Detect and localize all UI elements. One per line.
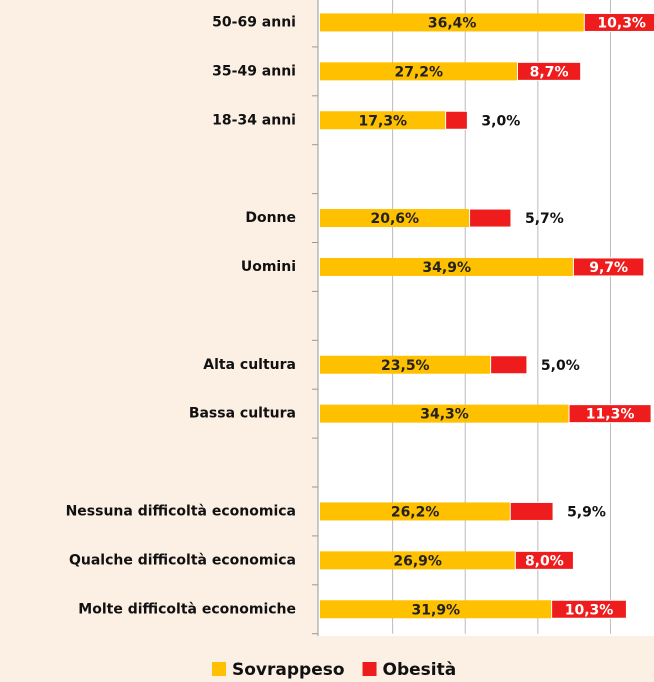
legend-swatch [212, 662, 226, 676]
bar-segment [320, 257, 574, 276]
bar-segment [320, 551, 516, 570]
bar-segment [551, 599, 627, 619]
category-label: Bassa cultura [189, 406, 296, 422]
category-label: 35-49 anni [212, 63, 296, 79]
bar-segment [320, 62, 518, 81]
value-label: 5,7% [525, 211, 564, 227]
bar-segment [320, 111, 446, 130]
value-label: 5,0% [541, 358, 580, 374]
value-label: 9,7% [589, 260, 628, 276]
value-label: 20,6% [370, 211, 419, 227]
value-label: 17,3% [359, 113, 408, 129]
category-label: 18-34 anni [212, 112, 296, 128]
value-label: 8,7% [530, 64, 569, 80]
value-label: 26,2% [391, 504, 440, 520]
bar-segment [490, 355, 528, 375]
legend-label: Obesità [383, 660, 457, 680]
bar-segment [583, 12, 654, 32]
bar-segment [509, 501, 554, 521]
bar-segment [320, 404, 570, 423]
bar-segment [572, 257, 645, 277]
category-label: Qualche difficoltà economica [69, 552, 296, 568]
bar-segment [516, 61, 582, 81]
category-label: 50-69 anni [212, 14, 296, 30]
value-label: 34,9% [422, 260, 471, 276]
value-label: 34,3% [420, 407, 469, 423]
value-label: 3,0% [481, 113, 520, 129]
bar-segment [469, 208, 512, 228]
bar-segment [320, 502, 511, 521]
category-label: Donne [245, 210, 296, 226]
value-label: 27,2% [394, 64, 443, 80]
bar-segment [320, 600, 552, 619]
value-label: 10,3% [565, 602, 614, 618]
plot-area [318, 0, 654, 636]
category-label: Uomini [241, 259, 296, 275]
value-label: 26,9% [393, 553, 442, 569]
value-label: 23,5% [381, 358, 430, 374]
value-label: 8,0% [525, 553, 564, 569]
legend-label: Sovrappeso [232, 660, 345, 680]
bar-segment [320, 355, 491, 374]
bar-segment [445, 110, 468, 130]
value-label: 31,9% [412, 602, 461, 618]
category-label: Molte difficoltà economiche [78, 601, 296, 617]
legend-swatch [362, 662, 377, 676]
value-label: 36,4% [428, 15, 477, 31]
bar-segment [568, 404, 652, 424]
value-label: 11,3% [586, 407, 635, 423]
category-label: Nessuna difficoltà economica [66, 503, 296, 519]
value-label: 5,9% [567, 504, 606, 520]
bar-segment [320, 13, 585, 32]
bar-segment [320, 209, 470, 228]
value-label: 10,3% [597, 15, 646, 31]
category-label: Alta cultura [203, 357, 296, 373]
bar-segment [514, 550, 574, 570]
